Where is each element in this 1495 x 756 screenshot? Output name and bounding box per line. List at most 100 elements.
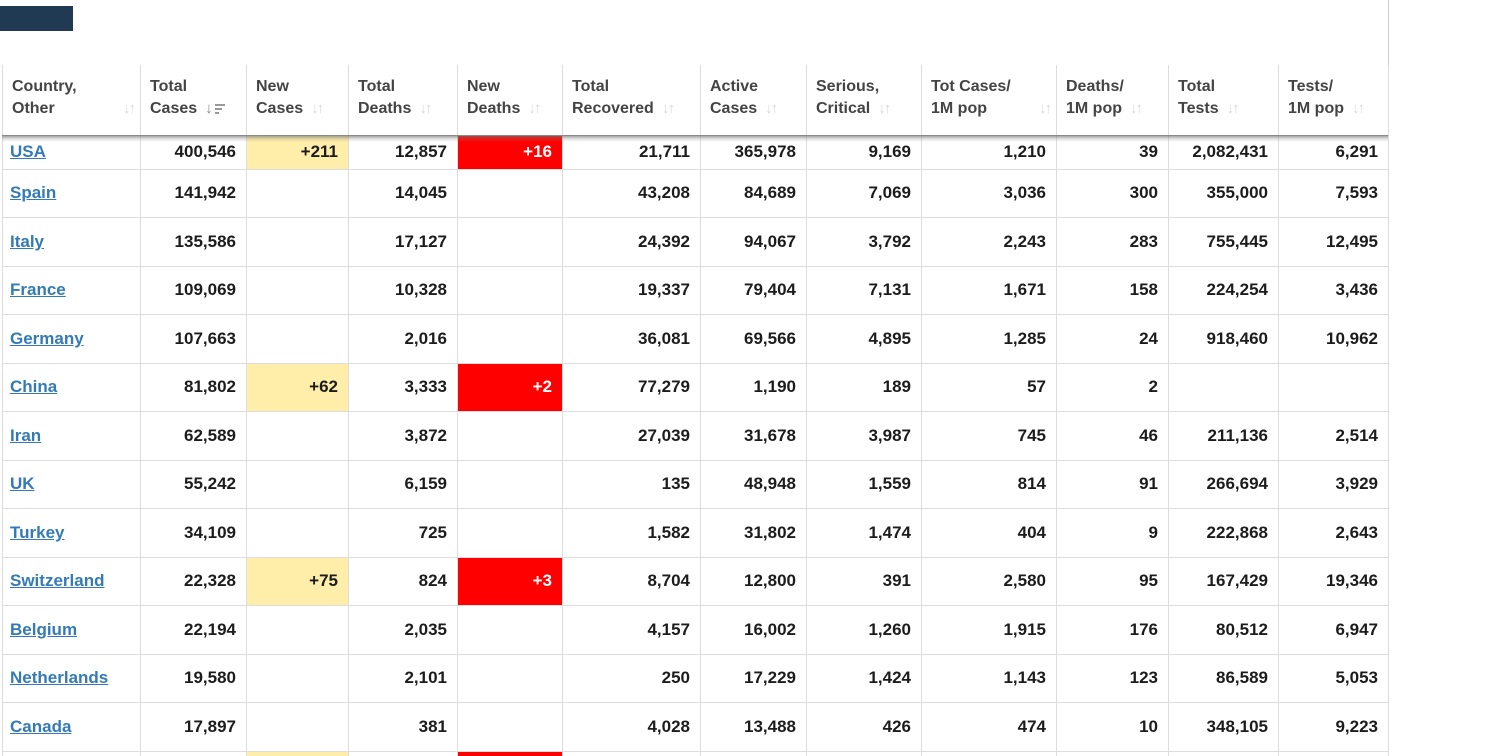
tot_cases_1m-cell: 1,210	[921, 134, 1057, 170]
tests_1m-cell: 5,053	[1278, 653, 1389, 703]
country-cell: Canada	[2, 702, 141, 752]
column-header-new_cases[interactable]: New Cases ↓↑	[246, 65, 349, 136]
country-link[interactable]: UK	[10, 474, 35, 494]
column-label-line1: Total	[358, 77, 396, 95]
total_tests-cell: 167,429	[1168, 556, 1279, 606]
total_cases-cell: 81,802	[140, 362, 247, 412]
tests_1m-cell: 3,436	[1278, 265, 1389, 315]
total_cases-cell: 135,586	[140, 217, 247, 267]
sort-updown-icon: ↓↑	[123, 99, 136, 117]
new_deaths-cell	[457, 702, 563, 752]
column-label-line1: Active	[710, 77, 759, 95]
active_cases-cell: 13,488	[700, 702, 807, 752]
column-header-new_deaths[interactable]: New Deaths ↓↑	[457, 65, 563, 136]
column-header-total_cases[interactable]: Total Cases ↓	[140, 65, 247, 136]
column-header-country[interactable]: Country, Other ↓↑	[2, 65, 141, 136]
table-row: USA 400,546 +211 12,857 +16 21,711 365,978 9,16…	[2, 134, 1389, 170]
total_recovered-cell	[562, 750, 701, 756]
column-label-line1: Tot Cases/	[931, 77, 1011, 95]
deaths_1m-cell: 176	[1056, 605, 1169, 655]
column-label-line2: Other	[12, 99, 55, 117]
total_recovered-cell: 36,081	[562, 314, 701, 364]
deaths_1m-cell: 24	[1056, 314, 1169, 364]
new_deaths-cell	[457, 411, 563, 461]
column-label-line1: Total	[1178, 77, 1216, 95]
country-link[interactable]: Italy	[10, 231, 45, 251]
total_tests-cell: 266,694	[1168, 459, 1279, 509]
country-cell: USA	[2, 134, 141, 170]
column-header-total_deaths[interactable]: Total Deaths ↓↑	[348, 65, 458, 136]
total_cases-cell: 17,897	[140, 702, 247, 752]
serious_critical-cell: 189	[806, 362, 922, 412]
total_recovered-cell: 77,279	[562, 362, 701, 412]
column-label-line2: Cases	[256, 99, 304, 117]
new_deaths-cell	[457, 605, 563, 655]
table-row: Netherlands 19,580 2,101 250 17,229 1,424 1,14…	[2, 653, 1389, 703]
column-label-line1: Deaths/	[1066, 77, 1124, 95]
tot_cases_1m-cell: 2,580	[921, 556, 1057, 606]
new_deaths-cell	[457, 653, 563, 703]
country-link[interactable]: Canada	[10, 716, 72, 736]
column-header-deaths_1m[interactable]: Deaths/1M pop ↓↑	[1056, 65, 1169, 136]
new_deaths-cell	[457, 750, 563, 756]
country-link[interactable]: Switzerland	[10, 571, 105, 591]
country-link[interactable]: Belgium	[10, 619, 78, 639]
active_cases-cell: 16,002	[700, 605, 807, 655]
country-cell: Iran	[2, 411, 141, 461]
country-link[interactable]: France	[10, 280, 66, 300]
sort-updown-icon: ↓↑	[661, 99, 675, 117]
column-header-total_tests[interactable]: Total Tests ↓↑	[1168, 65, 1279, 136]
tot_cases_1m-cell	[921, 750, 1057, 756]
tot_cases_1m-cell: 2,243	[921, 217, 1057, 267]
country-link[interactable]: Iran	[10, 425, 42, 445]
new_deaths-cell	[457, 265, 563, 315]
table-row: Canada 17,897 381 4,028 13,488 426 474 10 348,10…	[2, 702, 1389, 752]
country-link[interactable]: China	[10, 377, 58, 397]
serious_critical-cell: 1,559	[806, 459, 922, 509]
country-cell: Switzerland	[2, 556, 141, 606]
new_cases-cell	[246, 411, 349, 461]
covid-table-container: Country, Other ↓↑ Total Cases ↓ New Cases ↓↑ Tota…	[2, 65, 1392, 756]
column-label-line1: Country,	[12, 77, 77, 95]
total_tests-cell: 86,589	[1168, 653, 1279, 703]
deaths_1m-cell: 283	[1056, 217, 1169, 267]
table-row: Italy 135,586 17,127 24,392 94,067 3,792 2,243…	[2, 217, 1389, 267]
sort-updown-icon: ↓↑	[765, 99, 778, 117]
column-header-total_recovered[interactable]: Total Recovered ↓↑	[562, 65, 701, 136]
column-header-tests_1m[interactable]: Tests/1M pop ↓↑	[1278, 65, 1389, 136]
column-label-line2: Critical	[816, 99, 871, 117]
active_cases-cell: 17,229	[700, 653, 807, 703]
total_deaths-cell: 3,333	[348, 362, 458, 412]
column-label-line1: New	[467, 77, 500, 95]
country-link[interactable]: Germany	[10, 328, 84, 348]
total_tests-cell: 918,460	[1168, 314, 1279, 364]
deaths_1m-cell: 158	[1056, 265, 1169, 315]
country-link[interactable]: USA	[10, 142, 46, 161]
active_cases-cell: 31,678	[700, 411, 807, 461]
tests_1m-cell: 19,346	[1278, 556, 1389, 606]
total_tests-cell	[1168, 750, 1279, 756]
column-header-tot_cases_1m[interactable]: Tot Cases/1M pop ↓↑	[921, 65, 1057, 136]
column-header-serious_critical[interactable]: Serious, Critical ↓↑	[806, 65, 922, 136]
total_recovered-cell: 250	[562, 653, 701, 703]
serious_critical-cell: 3,792	[806, 217, 922, 267]
total_deaths-cell: 2,101	[348, 653, 458, 703]
sort-updown-icon: ↓↑	[1130, 99, 1143, 117]
total_deaths-cell	[348, 750, 458, 756]
new_cases-cell: +75	[246, 556, 349, 606]
tot_cases_1m-cell: 3,036	[921, 168, 1057, 218]
country-link[interactable]: Turkey	[10, 522, 65, 542]
country-link[interactable]: Spain	[10, 183, 57, 203]
column-header-active_cases[interactable]: Active Cases ↓↑	[700, 65, 807, 136]
country-link[interactable]: Netherlands	[10, 668, 109, 688]
deaths_1m-cell: 10	[1056, 702, 1169, 752]
serious_critical-cell: 7,131	[806, 265, 922, 315]
deaths_1m-cell: 123	[1056, 653, 1169, 703]
total_recovered-cell: 4,157	[562, 605, 701, 655]
tot_cases_1m-cell: 1,915	[921, 605, 1057, 655]
total_tests-cell: 222,868	[1168, 508, 1279, 558]
tot_cases_1m-cell: 1,671	[921, 265, 1057, 315]
active_cases-cell: 1,190	[700, 362, 807, 412]
tests_1m-cell: 6,947	[1278, 605, 1389, 655]
deaths_1m-cell: 2	[1056, 362, 1169, 412]
